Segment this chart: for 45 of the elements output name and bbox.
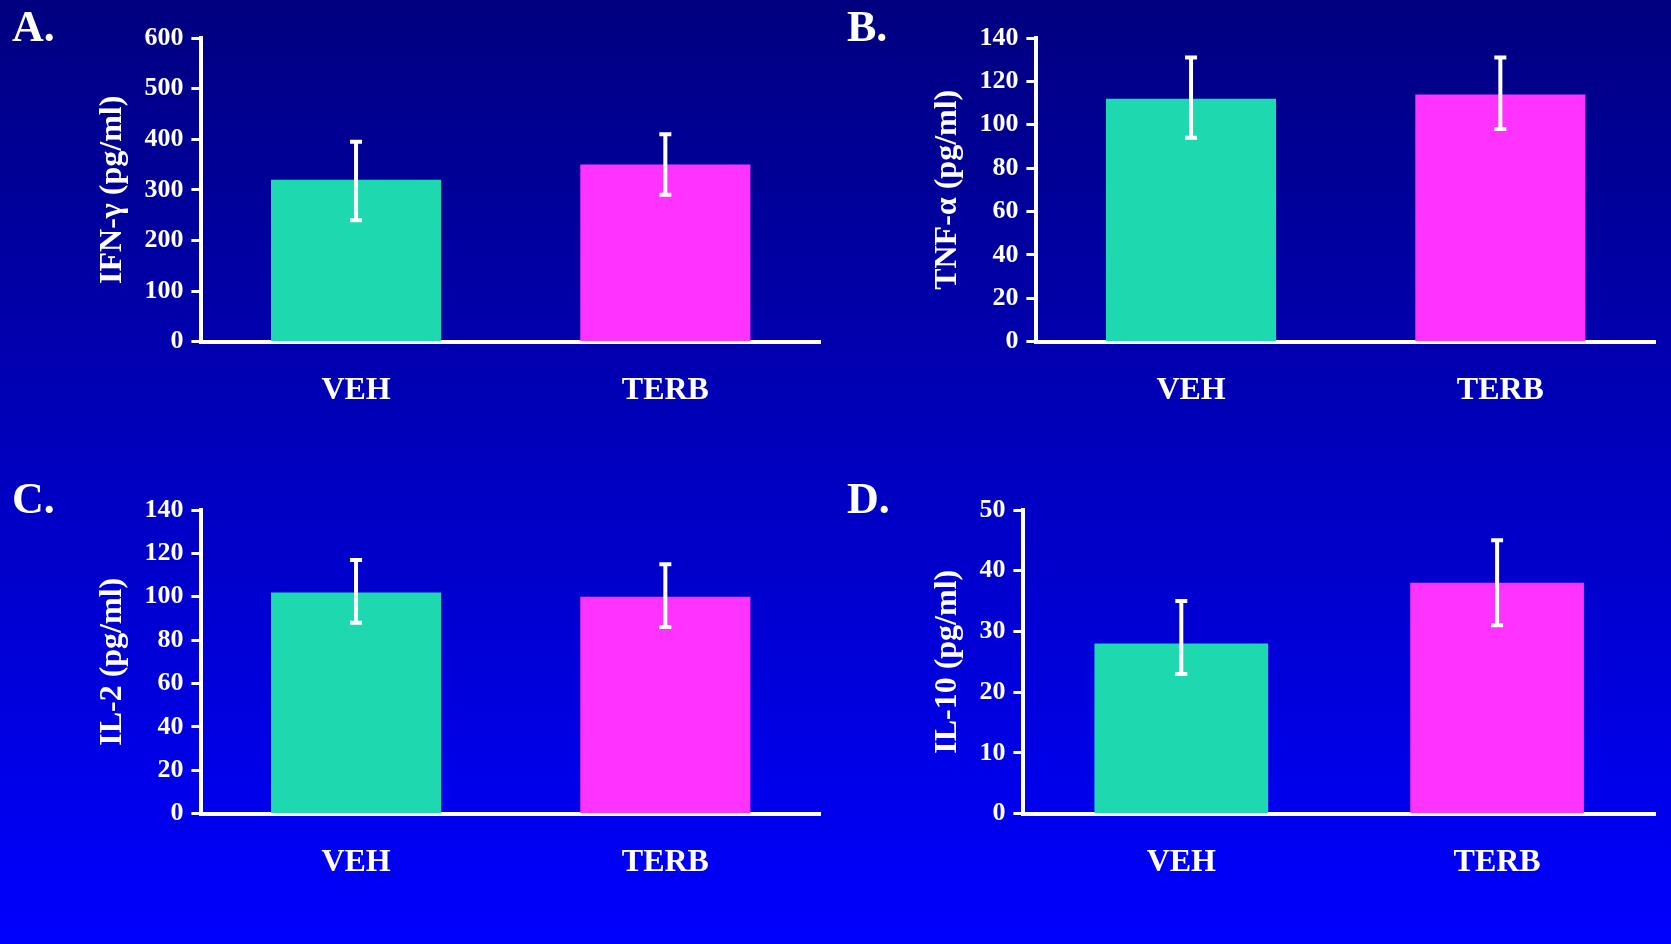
x-tick-label: TERB	[1456, 370, 1544, 407]
chart-title: C.	[12, 474, 55, 524]
chart-title: B.	[847, 2, 888, 52]
y-tick-label: 20	[157, 753, 184, 783]
y-axis-title: IL-2 (pg/ml)	[92, 577, 129, 746]
y-tick-label: 140	[979, 21, 1019, 51]
x-tick-label: VEH	[1156, 370, 1226, 407]
y-tick-label: 60	[157, 667, 184, 697]
y-tick-label: 20	[992, 281, 1019, 311]
x-tick-label: VEH	[321, 842, 391, 879]
y-tick-label: 40	[992, 238, 1019, 268]
y-tick-label: 0	[992, 797, 1006, 827]
y-tick-label: 200	[144, 224, 184, 254]
y-tick-label: 0	[170, 325, 184, 355]
y-axis-title: IL-10 (pg/ml)	[927, 569, 964, 754]
y-tick-label: 120	[144, 537, 184, 567]
x-tick-label: VEH	[1146, 842, 1217, 879]
y-tick-label: 500	[144, 72, 184, 102]
y-tick-label: 400	[144, 122, 184, 152]
x-tick-label: TERB	[1453, 842, 1541, 879]
y-tick-label: 300	[144, 173, 184, 203]
x-tick-label: VEH	[321, 370, 391, 407]
y-tick-label: 100	[144, 274, 184, 304]
y-axis-title: IFN-γ (pg/ml)	[92, 95, 129, 284]
y-tick-label: 100	[979, 108, 1019, 138]
y-tick-label: 0	[1005, 325, 1019, 355]
y-tick-label: 50	[979, 493, 1006, 523]
y-tick-label: 0	[170, 797, 184, 827]
chart-title: A.	[12, 2, 55, 52]
x-tick-label: TERB	[621, 842, 709, 879]
y-tick-label: 60	[992, 195, 1019, 225]
y-tick-label: 120	[979, 65, 1019, 95]
y-tick-label: 600	[144, 21, 184, 51]
y-tick-label: 80	[992, 151, 1019, 181]
y-axis-title: TNF-α (pg/ml)	[927, 89, 964, 290]
y-tick-label: 20	[979, 675, 1006, 705]
y-tick-label: 40	[979, 554, 1006, 584]
chart-title: D.	[847, 474, 890, 524]
y-tick-label: 30	[979, 615, 1006, 645]
y-tick-label: 140	[144, 493, 184, 523]
y-tick-label: 10	[979, 736, 1006, 766]
y-tick-label: 100	[144, 580, 184, 610]
y-tick-label: 40	[157, 710, 184, 740]
x-tick-label: TERB	[621, 370, 709, 407]
y-tick-label: 80	[157, 623, 184, 653]
